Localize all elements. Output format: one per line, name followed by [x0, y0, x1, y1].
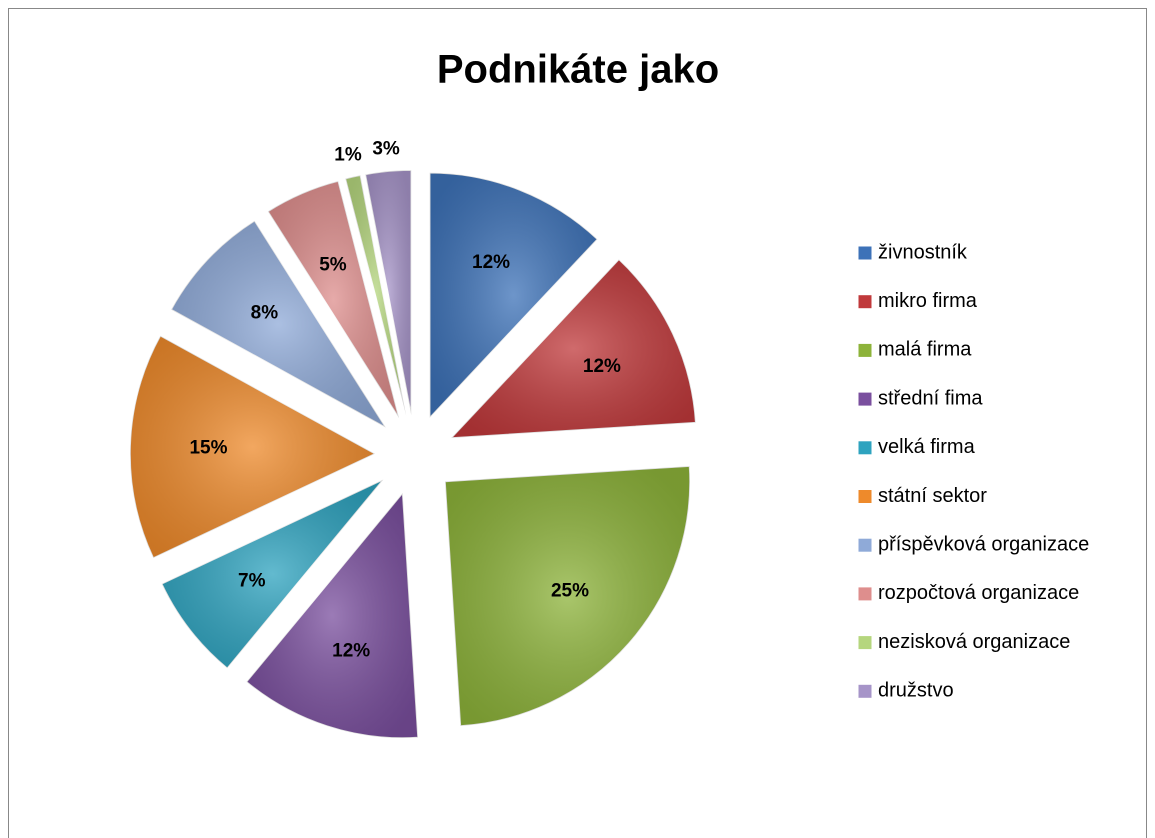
legend-label: střední fima [878, 387, 983, 409]
data-label: 7% [238, 571, 266, 592]
legend-swatch [857, 245, 873, 261]
data-label: 15% [189, 438, 227, 459]
legend-swatch [857, 391, 873, 407]
data-label: 1% [334, 144, 362, 165]
data-label: 5% [319, 254, 347, 275]
legend-label: státní sektor [878, 485, 987, 507]
slice-shade [429, 172, 598, 418]
slice-shade [365, 170, 412, 416]
legend-swatch [857, 489, 873, 504]
data-label: 8% [251, 303, 279, 324]
slice-shade [161, 479, 384, 669]
legend-swatch [857, 537, 873, 553]
legend-label: družstvo [878, 680, 954, 702]
chart-title: Podnikáte jako [437, 48, 719, 92]
legend-swatch [857, 342, 873, 358]
slice-shade [130, 335, 376, 559]
data-label: 12% [583, 356, 621, 377]
data-label: 12% [472, 252, 510, 273]
slice-shade [246, 493, 419, 739]
legend-label: velká firma [878, 436, 976, 458]
legend-swatch [857, 440, 873, 456]
slice-shade [267, 180, 400, 419]
slice-shade [451, 259, 696, 438]
data-label: 3% [372, 138, 400, 159]
slice-shade [445, 466, 691, 726]
data-label: 12% [332, 641, 370, 662]
legend-label: živnostník [878, 241, 968, 263]
legend-label: rozpočtová organizace [878, 582, 1079, 604]
legend-swatch [857, 683, 873, 699]
slice-shade [171, 220, 386, 428]
legend-label: malá firma [878, 339, 972, 361]
data-label: 25% [551, 581, 589, 602]
legend-swatch [857, 294, 873, 310]
slice-shade [345, 175, 407, 416]
legend-label: nezisková organizace [878, 631, 1070, 653]
legend-swatch [857, 586, 873, 602]
legend-label: mikro firma [878, 290, 978, 312]
legend-swatch [857, 635, 873, 651]
legend-label: příspěvková organizace [878, 533, 1089, 555]
